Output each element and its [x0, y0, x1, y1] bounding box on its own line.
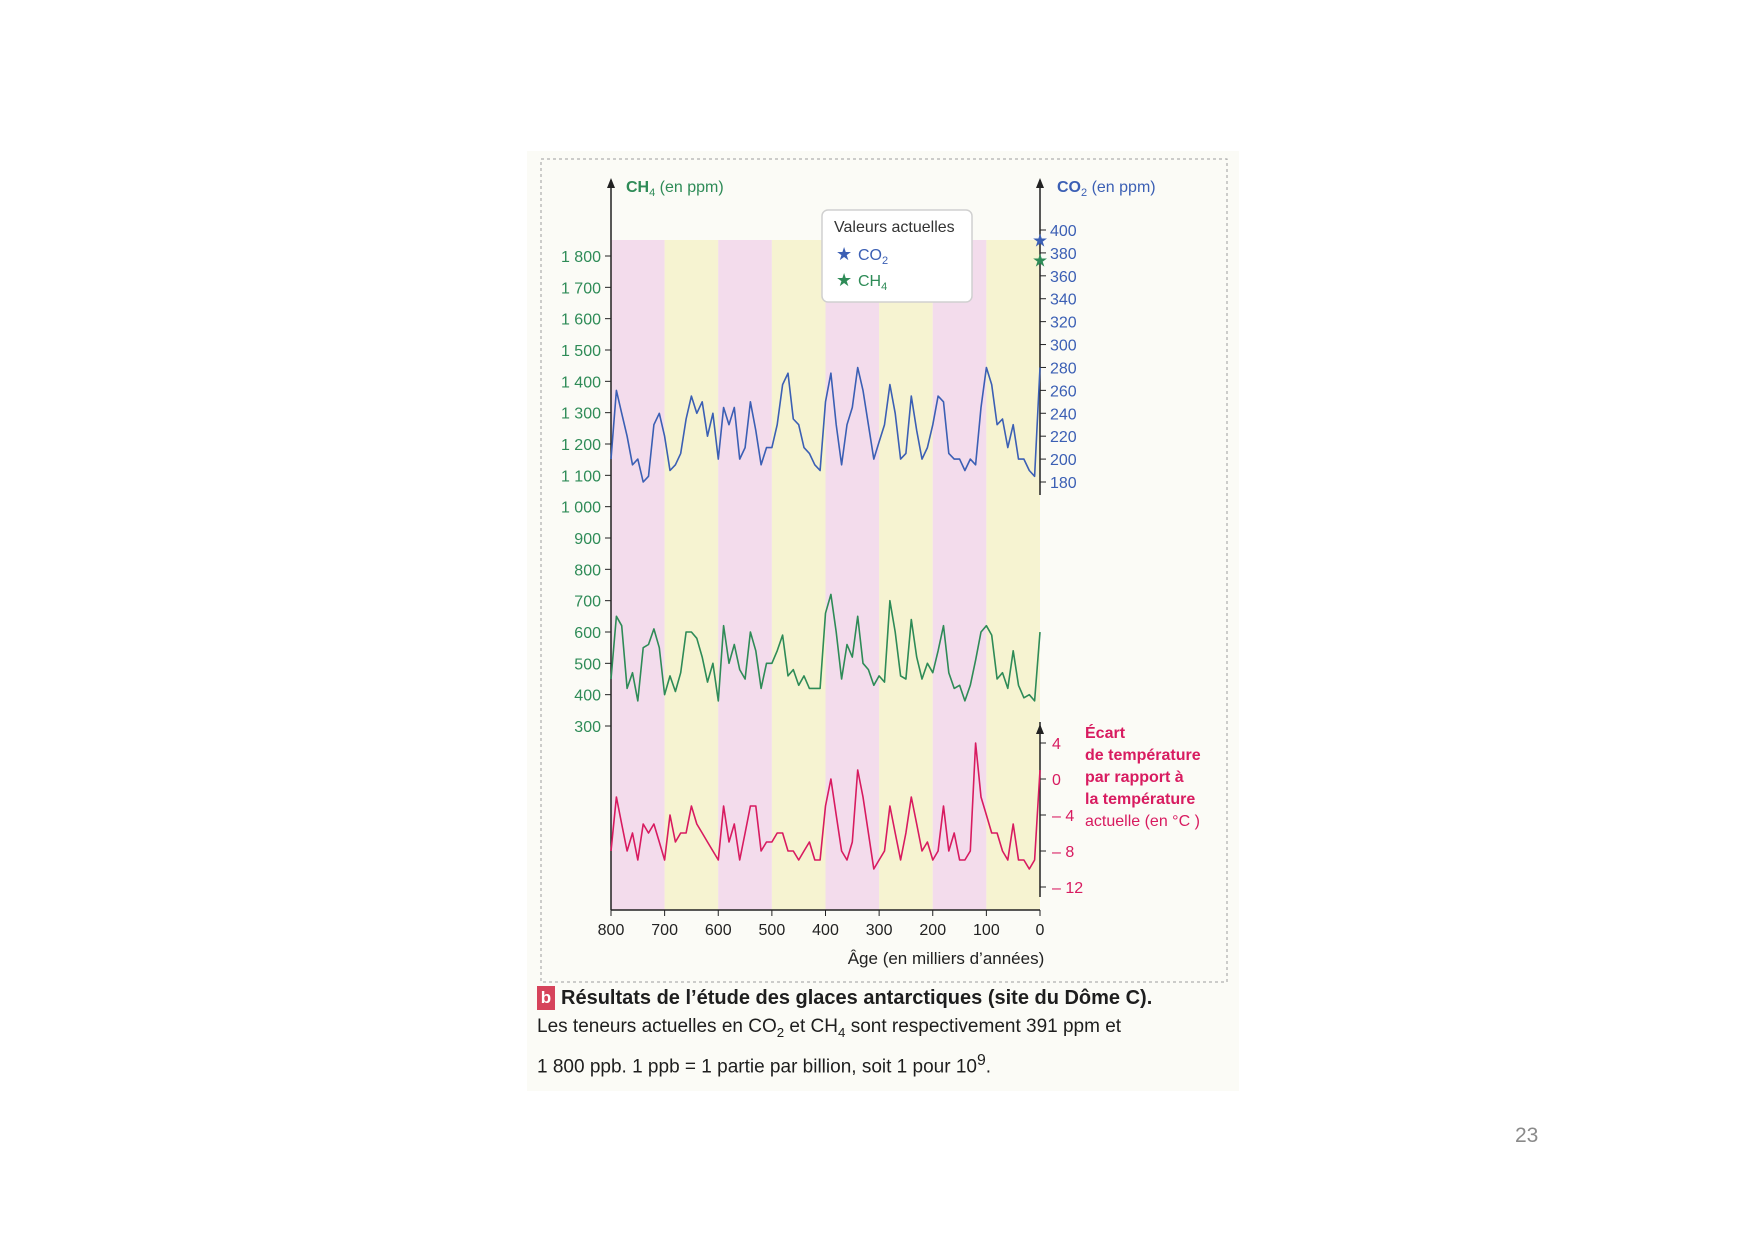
ch4-tick-label: 1 400 [561, 374, 601, 391]
caption-line-2: 1 800 ppb. 1 ppb = 1 partie par billion,… [537, 1051, 992, 1078]
ch4-tick-label: 900 [574, 531, 601, 548]
ch4-tick-label: 400 [574, 688, 601, 705]
x-tick-label: 400 [812, 922, 839, 939]
series-co2-line [610, 366, 1041, 483]
temperature-tick-label: – 4 [1052, 808, 1074, 825]
co2-tick-label: 200 [1050, 452, 1077, 469]
ch4-tick-label: 500 [574, 656, 601, 673]
ch4-tick-label: 700 [574, 594, 601, 611]
temperature-title-line: de température [1085, 747, 1201, 764]
ch4-tick-label: 1 700 [561, 280, 601, 297]
legend-box [821, 209, 973, 303]
legend-title: Valeurs actuelles [834, 219, 955, 236]
co2-tick-label: 360 [1050, 269, 1077, 286]
band-yellow [879, 240, 933, 910]
co2-tick-label: 240 [1050, 406, 1077, 423]
temperature-tick-label: 0 [1052, 772, 1061, 789]
caption-badge: b [537, 986, 555, 1010]
x-tick-label: 100 [973, 922, 1000, 939]
co2-axis-title: CO2 (en ppm) [1057, 179, 1156, 199]
ch4-tick-label: 1 500 [561, 343, 601, 360]
temperature-title-line: Écart [1085, 723, 1126, 742]
ch4-tick-label: 800 [574, 562, 601, 579]
series-temperature-line [610, 742, 1041, 870]
x-tick-label: 300 [866, 922, 893, 939]
co2-tick-label: 220 [1050, 429, 1077, 446]
x-tick-label: 800 [598, 922, 625, 939]
ch4-axis-arrow-icon [607, 178, 615, 188]
co2-tick-label: 180 [1050, 475, 1077, 492]
ch4-tick-label: 300 [574, 719, 601, 736]
ch4-tick-label: 600 [574, 625, 601, 642]
legend-co2-label: CO2 [858, 247, 888, 267]
current-co2-star-icon: ★ [1032, 230, 1048, 250]
temperature-axis-arrow-icon [1036, 724, 1044, 734]
caption-body: Les teneurs actuelles en CO2 et CH4 sont… [537, 1013, 1237, 1081]
x-tick-label: 200 [919, 922, 946, 939]
x-tick-label: 0 [1036, 922, 1045, 939]
ch4-tick-label: 1 800 [561, 249, 601, 266]
co2-tick-label: 340 [1050, 292, 1077, 309]
band-pink [718, 240, 772, 910]
ch4-tick-label: 1 100 [561, 468, 601, 485]
ch4-tick-label: 1 300 [561, 406, 601, 423]
ch4-tick-label: 1 600 [561, 312, 601, 329]
chart-frame [540, 158, 1228, 983]
band-yellow [986, 240, 1040, 910]
band-yellow [771, 240, 826, 910]
legend-ch4-star-icon: ★ [836, 270, 852, 290]
series-ch4-line [610, 593, 1041, 702]
temperature-tick-label: – 8 [1052, 844, 1074, 861]
x-tick-label: 600 [705, 922, 732, 939]
co2-tick-label: 300 [1050, 338, 1077, 355]
band-pink [932, 240, 987, 910]
caption-line-1: Les teneurs actuelles en CO2 et CH4 sont… [537, 1016, 1122, 1040]
climate-bands [611, 240, 1040, 910]
co2-axis-arrow-icon [1036, 178, 1044, 188]
caption-title-row: b Résultats de l’étude des glaces antarc… [537, 986, 1237, 1010]
legend-co2-star-icon: ★ [836, 244, 852, 264]
x-tick-label: 700 [651, 922, 678, 939]
co2-tick-label: 320 [1050, 315, 1077, 332]
co2-tick-label: 260 [1050, 383, 1077, 400]
legend-ch4-label: CH4 [858, 273, 887, 293]
legend: Valeurs actuelles ★ CO2 ★ CH4 [821, 209, 973, 303]
co2-tick-label: 400 [1050, 223, 1077, 240]
ch4-tick-label: 1 000 [561, 500, 601, 517]
temperature-title-line: actuelle (en °C ) [1085, 813, 1200, 830]
temperature-title-line: la température [1085, 791, 1195, 808]
figure-caption: b Résultats de l’étude des glaces antarc… [537, 986, 1237, 1081]
temperature-title-line: par rapport à [1085, 769, 1184, 786]
ch4-tick-label: 1 200 [561, 437, 601, 454]
band-pink [611, 240, 665, 910]
ch4-axis-title: CH4 (en ppm) [626, 179, 724, 199]
data-series: ★★ [610, 230, 1048, 870]
slide-number: 23 [1515, 1124, 1539, 1147]
current-ch4-star-icon: ★ [1032, 250, 1048, 270]
chart-axes: 1 800 1 700 1 600 1 500 1 400 1 300 1 200 1 100… [561, 178, 1083, 939]
temperature-tick-label: – 12 [1052, 880, 1083, 897]
temperature-tick-label: 4 [1052, 736, 1061, 753]
x-axis-title: Âge (en milliers d’années) [848, 949, 1045, 968]
band-pink [825, 240, 880, 910]
co2-tick-label: 380 [1050, 246, 1077, 263]
temperature-axis-title: Écart de température par rapport à la tempé… [1085, 723, 1201, 830]
co2-tick-label: 280 [1050, 360, 1077, 377]
caption-title: Résultats de l’étude des glaces antarcti… [561, 986, 1153, 1009]
band-yellow [664, 240, 719, 910]
x-tick-label: 500 [759, 922, 786, 939]
